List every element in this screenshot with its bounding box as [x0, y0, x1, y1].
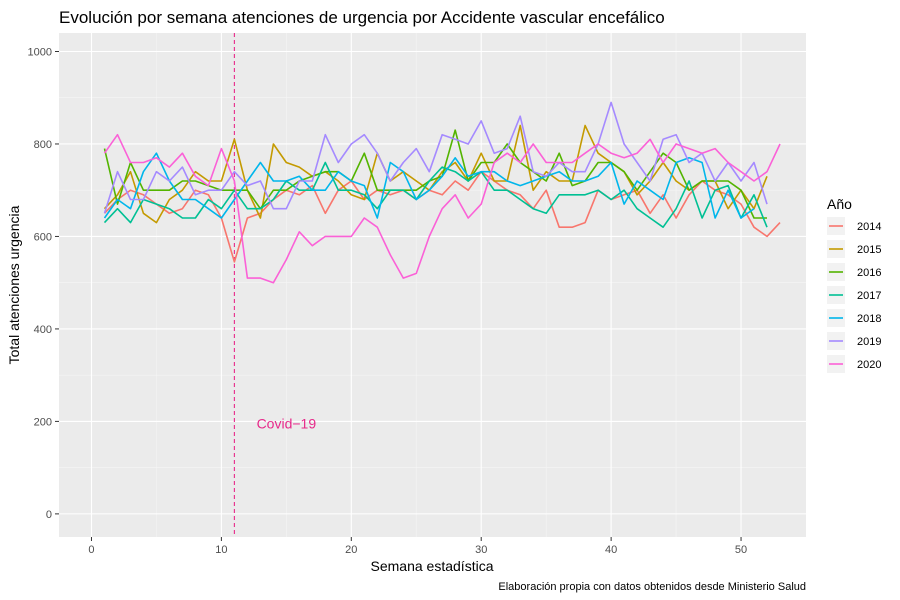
x-tick-label: 30	[475, 544, 487, 556]
series-line-2020	[103, 133, 781, 284]
caption: Elaboración propia con datos obtenidos d…	[498, 581, 806, 593]
x-tick-label: 0	[88, 544, 94, 556]
chart-title: Evolución por semana atenciones de urgen…	[59, 8, 665, 27]
plot-panel	[59, 33, 806, 537]
series-line-2014	[103, 170, 781, 263]
legend-label-2016: 2016	[857, 267, 881, 279]
series-lines	[103, 101, 781, 284]
y-tick-label: 0	[46, 509, 52, 521]
y-axis: 0 200 400 600 800 1000	[28, 46, 59, 521]
series-line-2017	[103, 161, 768, 228]
x-tick-label: 40	[605, 544, 617, 556]
covid-annotation: Covid−19	[257, 416, 317, 432]
series-line-2018	[103, 152, 755, 219]
y-axis-title: Total atenciones urgencia	[6, 205, 22, 364]
legend-label-2020: 2020	[857, 359, 881, 371]
y-tick-label: 1000	[28, 46, 52, 58]
legend-title: Año	[827, 196, 852, 212]
legend-label-2019: 2019	[857, 336, 881, 348]
x-axis: 0 10 20 30 40 50	[88, 537, 747, 556]
legend-label-2017: 2017	[857, 290, 881, 302]
y-tick-label: 200	[34, 416, 52, 428]
legend-label-2014: 2014	[857, 221, 881, 233]
y-tick-label: 600	[34, 231, 52, 243]
legend-label-2018: 2018	[857, 313, 881, 325]
legend: 2014 2015 2016 2017 2018 2019 2020	[827, 217, 881, 373]
y-tick-label: 400	[34, 324, 52, 336]
series-line-2019	[103, 101, 768, 214]
x-axis-title: Semana estadística	[371, 558, 494, 574]
x-tick-label: 10	[215, 544, 227, 556]
x-tick-label: 20	[345, 544, 357, 556]
y-tick-label: 800	[34, 139, 52, 151]
legend-label-2015: 2015	[857, 244, 881, 256]
x-tick-label: 50	[735, 544, 747, 556]
series-line-2015	[103, 124, 768, 224]
grid	[59, 33, 806, 537]
